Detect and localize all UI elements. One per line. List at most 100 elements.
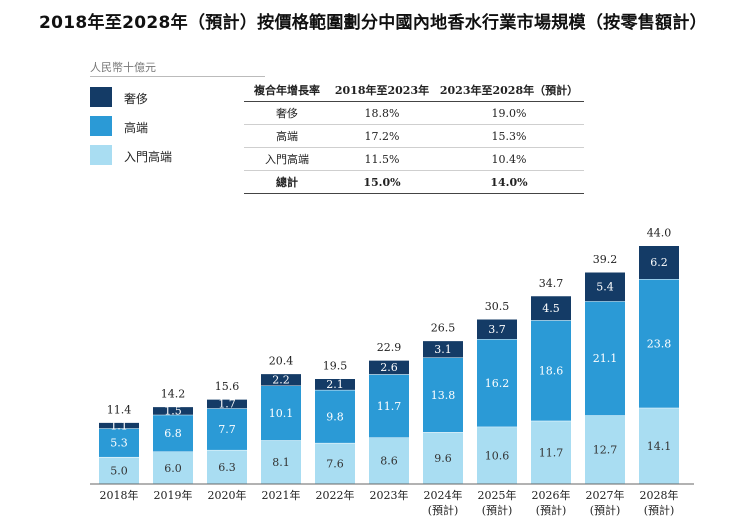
bar-segment-entry <box>207 449 247 484</box>
bar-segment-luxury <box>315 378 355 390</box>
x-tick-label: 2022年 <box>316 488 355 502</box>
bar-value-label-luxury: 2.6 <box>380 361 398 374</box>
bar-value-label-premium: 23.8 <box>647 337 672 350</box>
legend-swatch-luxury <box>90 87 112 107</box>
cagr-cell: 高端 <box>244 124 330 148</box>
x-tick-label: 2025年(預計) <box>478 488 517 517</box>
bar-value-label-premium: 10.1 <box>269 407 294 420</box>
bar-value-label-luxury: 2.1 <box>326 378 344 391</box>
bar-value-label-premium: 21.1 <box>593 352 618 365</box>
x-tick-label: 2024年(預計) <box>424 488 463 517</box>
bar-total-label: 22.9 <box>377 341 402 354</box>
bar-value-label-premium: 11.7 <box>377 400 402 413</box>
bar-segment-entry <box>153 451 193 484</box>
bar-value-label-entry: 10.6 <box>485 449 510 462</box>
bar-total-label: 30.5 <box>485 300 510 313</box>
x-tick-label: 2020年 <box>208 488 247 502</box>
unit-label: 人民幣十億元 <box>90 61 156 74</box>
chart-title: 2018年至2028年（預計）按價格範圍劃分中國內地香水行業市場規模（按零售額計… <box>39 13 707 33</box>
bar-value-label-entry: 5.0 <box>110 464 128 477</box>
x-tick-label: 2021年 <box>262 488 301 502</box>
legend-swatch-entry <box>90 145 112 165</box>
bar-value-label-luxury: 3.7 <box>488 323 506 336</box>
bar-segment-premium <box>585 301 625 416</box>
cagr-header-2018-2023: 2018年至2023年 <box>330 79 434 102</box>
legend-label-entry: 入門高端 <box>124 150 173 164</box>
bar-value-label-entry: 12.7 <box>593 444 618 457</box>
bar-value-label-entry: 6.0 <box>164 462 182 475</box>
bar-segment-premium <box>153 414 193 452</box>
bar-segment-luxury <box>261 373 301 386</box>
bar-value-label-luxury: 5.4 <box>596 281 614 294</box>
bar-segment-entry <box>639 407 679 484</box>
bar-segment-premium <box>369 374 409 438</box>
cagr-cell: 17.2% <box>330 124 434 148</box>
bar-segment-entry <box>99 456 139 484</box>
cagr-row-total: 總計 15.0% 14.0% <box>244 170 584 194</box>
cagr-cell: 奢侈 <box>244 101 330 125</box>
bar-value-label-premium: 16.2 <box>485 377 510 390</box>
bar-total-label: 14.2 <box>161 388 186 401</box>
x-tick-label: 2018年 <box>100 488 139 502</box>
bar-segment-luxury <box>99 422 139 429</box>
unit-divider <box>90 76 265 77</box>
bar-segment-luxury <box>369 360 409 375</box>
bar-segment-premium <box>477 339 517 427</box>
cagr-table: 複合年增長率 2018年至2023年 2023年至2028年（預計） 奢侈 18… <box>244 79 584 194</box>
bar-total-label: 11.4 <box>107 403 132 416</box>
bar-value-label-luxury: 1.1 <box>110 419 128 432</box>
bar-value-label-luxury: 1.5 <box>164 405 182 418</box>
bar-value-label-premium: 9.8 <box>326 410 344 423</box>
bar-segment-premium <box>99 428 139 457</box>
bar-value-label-premium: 6.8 <box>164 427 182 440</box>
cagr-header-2023-2028: 2023年至2028年（預計） <box>434 79 584 102</box>
bar-value-label-luxury: 1.7 <box>218 398 236 411</box>
x-tick-label: 2019年 <box>154 488 193 502</box>
legend-label-premium: 高端 <box>124 121 149 135</box>
bar-value-label-entry: 8.6 <box>380 455 398 468</box>
bar-segment-luxury <box>531 295 571 321</box>
bar-value-label-entry: 11.7 <box>539 446 564 459</box>
cagr-cell: 14.0% <box>434 170 584 194</box>
cagr-row-luxury: 奢侈 18.8% 19.0% <box>244 101 584 125</box>
bar-value-label-entry: 7.6 <box>326 457 344 470</box>
bar-group: 5.0 5.3 1.1 11.4 6.0 6.8 1.5 14.2 6.3 7.7 1.7 15.6 8… <box>99 226 679 484</box>
bar-segment-luxury <box>207 399 247 409</box>
bar-total-label: 20.4 <box>269 355 294 368</box>
bar-segment-entry <box>531 420 571 484</box>
cagr-row-premium: 高端 17.2% 15.3% <box>244 124 584 148</box>
cagr-header-row: 複合年增長率 2018年至2023年 2023年至2028年（預計） <box>244 79 584 102</box>
bar-value-label-entry: 9.6 <box>434 452 452 465</box>
bar-total-label: 15.6 <box>215 380 240 393</box>
cagr-cell: 總計 <box>244 170 330 194</box>
cagr-cell: 19.0% <box>434 101 584 125</box>
cagr-cell: 11.5% <box>330 147 434 171</box>
bar-segment-entry <box>585 415 625 484</box>
bar-segment-luxury <box>423 340 463 358</box>
bar-segment-premium <box>315 389 355 443</box>
bar-segment-premium <box>261 385 301 441</box>
x-tick-label: 2023年 <box>370 488 409 502</box>
bar-total-label: 26.5 <box>431 322 456 335</box>
bar-segment-premium <box>531 320 571 421</box>
x-tick-label: 2028年(預計) <box>640 488 679 517</box>
x-tick-label: 2026年(預計) <box>532 488 571 517</box>
cagr-cell: 入門高端 <box>244 147 330 171</box>
bar-segment-entry <box>477 426 517 484</box>
cagr-row-entry: 入門高端 11.5% 10.4% <box>244 147 584 171</box>
cagr-cell: 15.0% <box>330 170 434 194</box>
legend-swatch-premium <box>90 116 112 136</box>
bar-value-label-entry: 14.1 <box>647 440 672 453</box>
bar-value-label-luxury: 2.2 <box>272 374 290 387</box>
x-tick-label: 2027年(預計) <box>586 488 625 517</box>
bar-value-label-premium: 7.7 <box>218 423 236 436</box>
bar-total-label: 19.5 <box>323 360 348 373</box>
bar-value-label-entry: 8.1 <box>272 456 290 469</box>
bar-segment-premium <box>423 357 463 433</box>
cagr-cell: 10.4% <box>434 147 584 171</box>
bar-segment-luxury <box>153 406 193 415</box>
bar-segment-entry <box>315 442 355 484</box>
bar-value-label-premium: 18.6 <box>539 364 564 377</box>
bar-segment-entry <box>261 440 301 484</box>
